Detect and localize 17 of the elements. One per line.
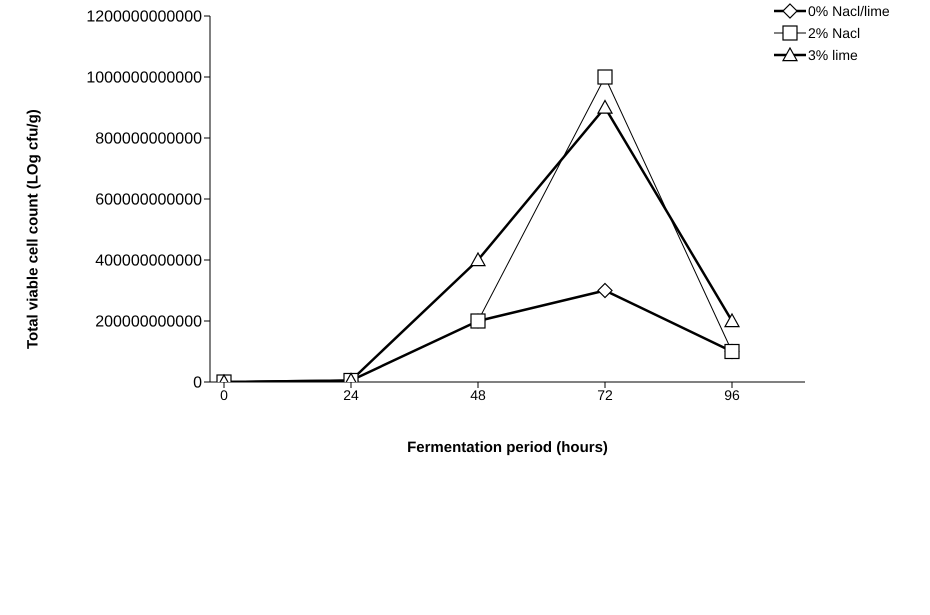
- x-axis-title: Fermentation period (hours): [407, 439, 608, 456]
- y-tick-label: 1200000000000: [86, 8, 202, 26]
- x-tick-label: 96: [724, 386, 740, 403]
- y-tick-label: 1000000000000: [86, 70, 202, 87]
- legend-label: 2% Nacl: [808, 25, 860, 41]
- legend-label: 0% Nacl/lime: [808, 3, 890, 19]
- x-tick-label: 0: [220, 386, 228, 403]
- x-tick-label: 72: [597, 386, 613, 403]
- y-tick-label: 800000000000: [95, 130, 202, 148]
- y-axis-title: Total viable cell count (LOg cfu/g): [24, 109, 42, 349]
- x-tick-label: 24: [343, 386, 359, 403]
- y-tick-label: 600000000000: [95, 192, 202, 209]
- x-tick-label: 48: [470, 386, 486, 403]
- y-tick-label: 0: [193, 374, 202, 392]
- y-tick-label: 200000000000: [95, 314, 202, 331]
- legend-label: 3% lime: [808, 47, 858, 63]
- y-tick-label: 400000000000: [95, 252, 202, 270]
